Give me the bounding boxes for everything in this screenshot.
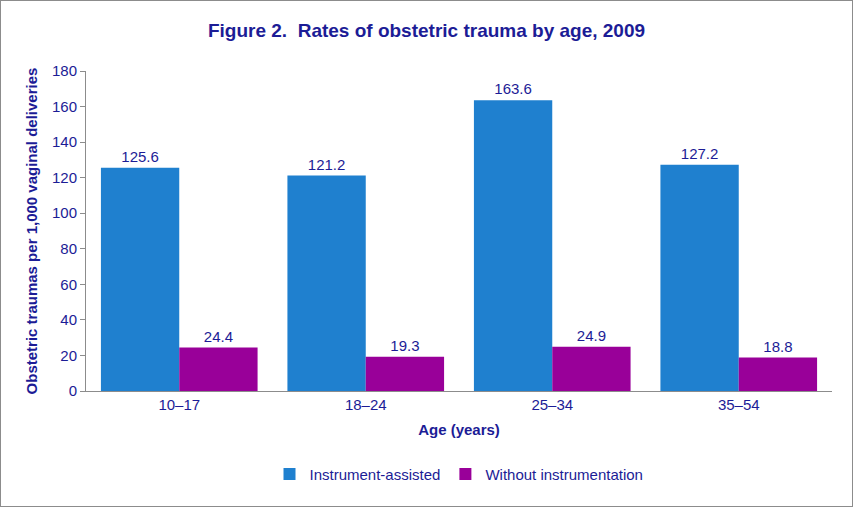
svg-text:24.4: 24.4 — [204, 328, 233, 345]
svg-text:20: 20 — [60, 347, 77, 364]
svg-text:125.6: 125.6 — [121, 148, 159, 165]
svg-text:60: 60 — [60, 276, 77, 293]
svg-text:121.2: 121.2 — [308, 156, 346, 173]
svg-text:0: 0 — [69, 382, 77, 399]
svg-text:120: 120 — [52, 169, 77, 186]
svg-text:127.2: 127.2 — [681, 145, 719, 162]
svg-text:35–54: 35–54 — [718, 396, 760, 413]
svg-text:160: 160 — [52, 98, 77, 115]
svg-text:Figure 2. Rates of obstetric: Figure 2. Rates of obstetric trauma by a… — [208, 20, 645, 41]
svg-text:163.6: 163.6 — [494, 80, 532, 97]
svg-text:140: 140 — [52, 133, 77, 150]
svg-text:Age (years): Age (years) — [418, 421, 500, 438]
svg-text:19.3: 19.3 — [390, 337, 419, 354]
svg-text:180: 180 — [52, 62, 77, 79]
svg-text:24.9: 24.9 — [577, 327, 606, 344]
svg-text:25–34: 25–34 — [531, 396, 573, 413]
svg-text:Instrument-assisted: Instrument-assisted — [310, 466, 441, 483]
svg-text:40: 40 — [60, 311, 77, 328]
svg-text:Without instrumentation: Without instrumentation — [485, 466, 643, 483]
svg-text:100: 100 — [52, 204, 77, 221]
svg-text:10–17: 10–17 — [158, 396, 200, 413]
svg-text:18–24: 18–24 — [345, 396, 387, 413]
svg-text:Obstetric traumas per 1,000 va: Obstetric traumas per 1,000 vaginal deli… — [23, 68, 40, 395]
svg-text:18.8: 18.8 — [763, 338, 792, 355]
svg-text:80: 80 — [60, 240, 77, 257]
